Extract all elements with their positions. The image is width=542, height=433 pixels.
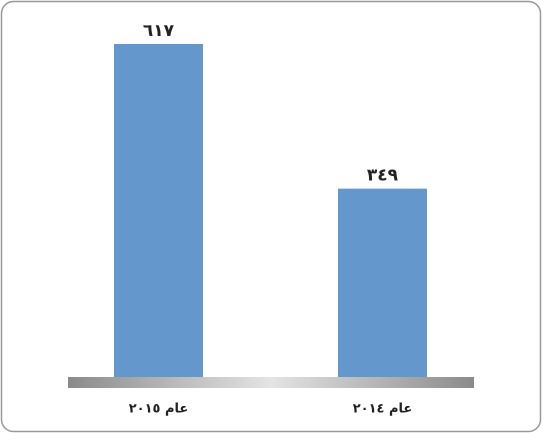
- baseline: [68, 377, 474, 388]
- value-label: ٦١٧: [143, 21, 175, 41]
- x-tick-label: عام ٢٠١٥: [129, 402, 189, 417]
- x-tick-label: عام ٢٠١٤: [353, 402, 413, 417]
- bar: [338, 188, 427, 377]
- value-label: ٣٤٩: [367, 166, 399, 186]
- bar: [114, 44, 203, 377]
